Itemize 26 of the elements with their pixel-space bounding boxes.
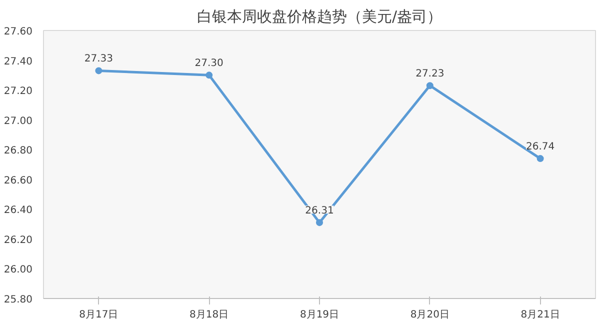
x-tick-label: 8月21日 [520,310,560,320]
data-label: 26.74 [526,142,555,153]
y-tick-label: 26.00 [4,264,33,276]
y-tick-label: 25.80 [4,294,33,306]
x-tick-label: 8月17日 [79,310,118,320]
y-tick-label: 26.60 [4,175,33,186]
point [426,82,434,90]
y-tick-label: 26.20 [4,234,33,246]
point [95,67,102,74]
data-label: 27.23 [416,68,444,80]
data-label: 27.30 [194,58,224,70]
x-tick-label: 8月18日 [190,310,229,320]
y-tick-label: 27.20 [4,86,33,98]
point [316,219,323,226]
y-tick-label: 27.00 [4,116,33,127]
y-tick-label: 27.40 [4,56,33,68]
data-label: 27.33 [84,54,114,65]
y-tick-label: 26.80 [4,146,33,157]
point [536,155,544,162]
x-tick-label: 8月20日 [410,310,450,320]
data-label: 26.31 [305,206,334,217]
point [206,72,213,79]
y-tick-label: 26.40 [4,205,33,216]
y-tick-label: 27.60 [4,26,33,38]
x-tick-label: 8月19日 [300,310,340,320]
chart-title: 白银本周收盘价格趋势（美元/盎司） [196,8,442,26]
